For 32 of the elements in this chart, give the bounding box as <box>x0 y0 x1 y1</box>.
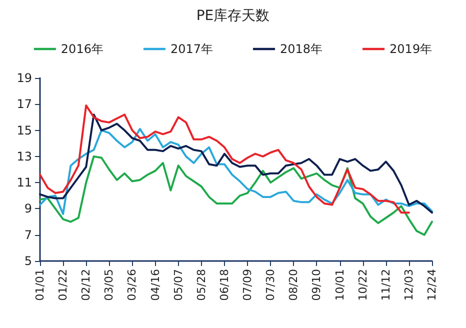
x-tick-label: 10/01 <box>333 269 346 301</box>
x-tick-label: 07/30 <box>264 269 278 301</box>
x-tick-label: 04/16 <box>148 269 162 301</box>
y-tick-label: 15 <box>16 123 32 138</box>
y-tick-label: 17 <box>16 97 32 112</box>
x-tick-label: 09/10 <box>310 269 324 301</box>
legend-label: 2019年 <box>390 42 432 56</box>
y-tick-label: 9 <box>24 202 32 216</box>
x-tick-label: 01/01 <box>34 269 46 301</box>
x-tick-label: 03/05 <box>102 269 116 301</box>
x-tick-label: 05/07 <box>172 269 185 301</box>
x-tick-label: 11/12 <box>379 269 392 301</box>
y-tick-label: 5 <box>24 254 32 268</box>
line-series <box>39 155 433 236</box>
legend-label: 2018年 <box>280 42 323 56</box>
x-tick-label: 07/09 <box>241 269 254 301</box>
x-tick-label: 12/03 <box>402 269 416 301</box>
y-tick-label: 7 <box>24 228 32 242</box>
y-tick-label: 19 <box>16 71 32 85</box>
y-tick-label: 13 <box>16 149 32 164</box>
y-tick-label: 11 <box>16 176 32 190</box>
legend-label: 2017年 <box>170 42 214 56</box>
x-tick-label: 06/18 <box>218 269 231 301</box>
x-tick-label: 03/26 <box>126 269 139 301</box>
x-tick-label: 02/12 <box>80 269 93 301</box>
x-tick-label: 05/28 <box>194 269 208 301</box>
x-tick-label: 08/20 <box>287 269 300 301</box>
x-tick-label: 01/22 <box>56 269 70 301</box>
chart-title: PE库存天数 <box>196 8 270 24</box>
legend-label: 2016年 <box>60 42 104 56</box>
x-tick-label: 12/24 <box>426 269 438 301</box>
x-tick-label: 10/22 <box>356 269 370 301</box>
